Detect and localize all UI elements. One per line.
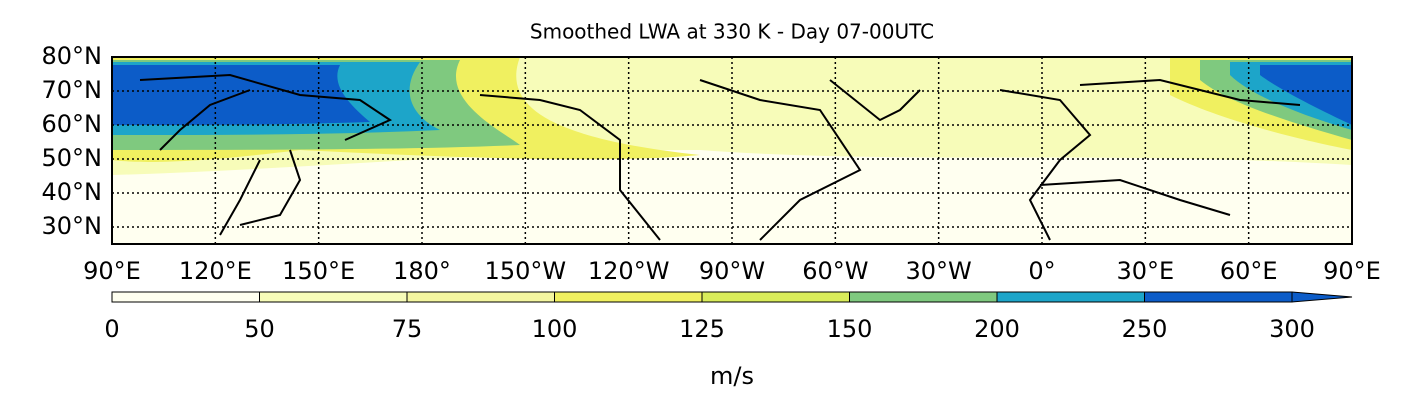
lat-label: 60°N xyxy=(42,110,103,138)
colorbar-tick-label: 75 xyxy=(392,315,423,343)
lon-label: 90°W xyxy=(699,257,765,285)
colorbar-tick-label: 150 xyxy=(827,315,873,343)
colorbar-tick-label: 50 xyxy=(244,315,275,343)
lon-label: 30°E xyxy=(1116,257,1174,285)
colorbar-tick-label: 100 xyxy=(532,315,578,343)
lon-label: 60°E xyxy=(1220,257,1278,285)
lon-label: 150°E xyxy=(282,257,355,285)
lon-label: 90°E xyxy=(83,257,141,285)
colorbar-tick-label: 200 xyxy=(974,315,1020,343)
map-title: Smoothed LWA at 330 K - Day 07-00UTC xyxy=(530,20,934,44)
colorbar-segment xyxy=(406,291,555,303)
lat-label: 30°N xyxy=(42,212,103,240)
lat-label: 50°N xyxy=(42,144,103,172)
colorbar-segment xyxy=(849,291,998,303)
colorbar-segment xyxy=(1144,291,1293,303)
lon-label: 60°W xyxy=(802,257,868,285)
lat-label: 40°N xyxy=(42,178,103,206)
colorbar-segment xyxy=(259,291,408,303)
colorbar-extension xyxy=(1291,291,1353,303)
lon-label: 30°W xyxy=(906,257,972,285)
lon-label: 180° xyxy=(393,257,451,285)
colorbar-tick-label: 0 xyxy=(104,315,119,343)
lon-label: 120°W xyxy=(588,257,670,285)
map-field xyxy=(112,57,1352,244)
colorbar-segment xyxy=(111,291,260,303)
colorbar-tick-label: 250 xyxy=(1122,315,1168,343)
colorbar-tick-label: 125 xyxy=(679,315,725,343)
lon-label: 150°W xyxy=(485,257,567,285)
lat-label: 70°N xyxy=(42,76,103,104)
colorbar-segment xyxy=(996,291,1145,303)
lat-label: 80°N xyxy=(42,42,103,70)
colorbar-label: m/s xyxy=(710,362,754,390)
lon-label: 90°E xyxy=(1323,257,1381,285)
colorbar-tick-label: 300 xyxy=(1269,315,1315,343)
lon-label: 0° xyxy=(1028,257,1055,285)
lon-label: 120°E xyxy=(179,257,252,285)
colorbar-segment xyxy=(701,291,850,303)
colorbar-segment xyxy=(554,291,703,303)
